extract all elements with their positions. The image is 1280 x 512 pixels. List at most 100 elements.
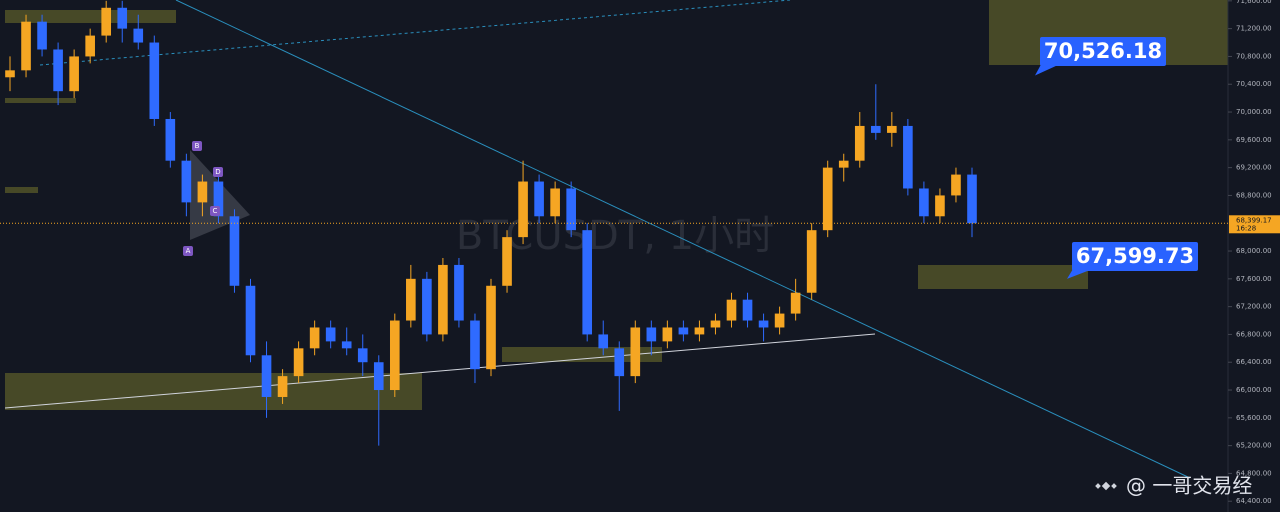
- pattern-label: D: [215, 168, 220, 176]
- candle-body: [774, 313, 785, 328]
- candle-body: [614, 348, 625, 377]
- candle-body: [373, 362, 384, 391]
- candle-body: [534, 181, 544, 217]
- trend-line: [175, 0, 1191, 479]
- candle-body: [630, 327, 641, 377]
- candle-body: [101, 7, 112, 36]
- y-tick-label: 64,400.00: [1236, 497, 1272, 505]
- y-tick-label: 68,800.00: [1236, 191, 1272, 199]
- pattern-label-box: [213, 167, 223, 177]
- candle-body: [117, 7, 128, 29]
- y-tick-label: 68,000.00: [1236, 247, 1272, 255]
- candle-body: [165, 118, 176, 161]
- y-tick-label: 65,600.00: [1236, 414, 1272, 422]
- y-tick-label: 67,600.00: [1236, 275, 1272, 283]
- candle-body: [919, 188, 929, 217]
- candle-body: [518, 181, 528, 238]
- candle-body: [694, 327, 705, 335]
- candle-body: [951, 174, 961, 196]
- candle-body: [854, 125, 865, 161]
- candle-body: [470, 320, 480, 370]
- callout-label: 67,599.73: [1076, 244, 1194, 268]
- zone: [5, 187, 38, 193]
- candle-body: [566, 188, 576, 231]
- pattern-label-box: [210, 206, 220, 216]
- candle-body: [967, 174, 977, 224]
- footer-text: @ 一哥交易经: [1126, 474, 1252, 498]
- zone: [5, 373, 422, 410]
- candle-body: [742, 299, 753, 321]
- y-tick-label: 64,800.00: [1236, 469, 1272, 477]
- candle-body: [357, 348, 368, 363]
- y-tick-label: 66,800.00: [1236, 330, 1272, 338]
- candle-body: [325, 327, 336, 342]
- candle-body: [710, 320, 721, 328]
- candle-body: [887, 125, 897, 133]
- candle-body: [438, 264, 448, 335]
- pattern-label: A: [186, 247, 191, 255]
- y-tick-label: 70,800.00: [1236, 52, 1272, 60]
- candle-body: [502, 237, 512, 286]
- candle-body: [21, 21, 31, 71]
- callout-box: [1040, 37, 1166, 66]
- candle-body: [550, 188, 560, 217]
- candle-body: [85, 35, 95, 57]
- candle-body: [133, 28, 144, 43]
- callout-label: 70,526.18: [1044, 39, 1162, 63]
- candle-body: [406, 278, 416, 321]
- candle-body: [5, 70, 15, 78]
- candle-body: [646, 327, 657, 342]
- candle-body: [935, 195, 945, 217]
- candle-body: [53, 49, 63, 92]
- pattern-label: C: [213, 207, 218, 215]
- y-tick-label: 67,200.00: [1236, 303, 1272, 311]
- candle-body: [486, 285, 496, 370]
- y-tick-label: 70,400.00: [1236, 80, 1272, 88]
- candle-body: [69, 56, 79, 92]
- candle-body: [149, 42, 160, 119]
- candle-body: [341, 341, 352, 349]
- zone: [5, 98, 76, 103]
- candle-body: [422, 278, 432, 335]
- callout-box: [1072, 242, 1198, 271]
- candle-body: [582, 230, 593, 335]
- candle-body: [293, 348, 304, 377]
- candle-body: [662, 327, 673, 342]
- candle-body: [822, 167, 833, 231]
- candle-body: [870, 125, 881, 133]
- pattern-label: B: [195, 142, 200, 150]
- candle-body: [37, 21, 47, 50]
- candle-body: [389, 320, 400, 391]
- candle-body: [454, 264, 464, 321]
- candle-body: [903, 125, 913, 189]
- candle-body: [758, 320, 769, 328]
- y-tick-label: 66,000.00: [1236, 386, 1272, 394]
- candle-body: [678, 327, 689, 335]
- y-tick-label: 71,200.00: [1236, 25, 1272, 33]
- candle-body: [213, 181, 224, 217]
- candle-body: [229, 216, 240, 286]
- current-price-label: 68,399.17: [1236, 216, 1272, 224]
- zones: [5, 0, 1228, 410]
- pattern-label-box: [183, 246, 193, 256]
- pattern-label-box: [192, 141, 202, 151]
- y-axis: 64,400.00 64,800.00 65,200.00 65,600.00 66,0…: [1228, 0, 1272, 505]
- candle-body: [197, 181, 208, 203]
- zone: [918, 265, 1088, 289]
- candle-body: [277, 376, 288, 397]
- y-tick-label: 66,400.00: [1236, 358, 1272, 366]
- candle-body: [309, 327, 320, 349]
- candle-body: [806, 230, 817, 293]
- candles: [5, 0, 977, 446]
- candle-body: [245, 285, 256, 356]
- support-line: [4, 333, 876, 409]
- candle-body: [261, 355, 272, 397]
- y-tick-label: 70,000.00: [1236, 108, 1272, 116]
- zone: [5, 10, 176, 23]
- candle-body: [598, 334, 609, 349]
- candle-body: [838, 160, 849, 168]
- candle-body: [726, 299, 737, 321]
